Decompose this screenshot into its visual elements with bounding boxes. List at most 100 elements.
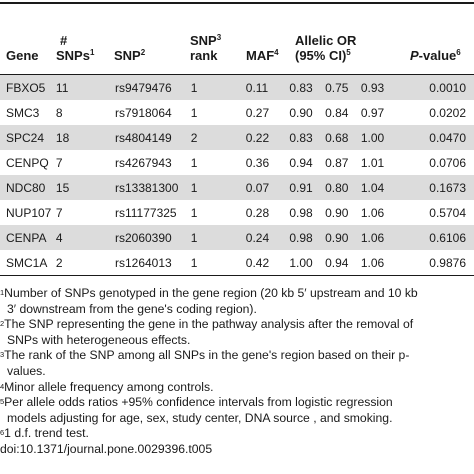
cell-p: 0.0202 [429, 105, 466, 120]
cell-rank: 2 [190, 125, 246, 150]
cell-gene: SMC1A [6, 255, 48, 270]
header-snps: # SNPs1 [56, 33, 95, 63]
header-p-value: P-value6 [410, 48, 461, 63]
header-snp: SNP2 [114, 48, 146, 63]
cell-n: 8 [55, 105, 63, 120]
table-row: FBXO5 11 rs9479476 1 0.11 0.83 0.75 0.93 0.0010 [0, 75, 474, 100]
cell-n: 7 [55, 205, 63, 220]
cell-maf: 0.28 [245, 205, 270, 220]
footnote-text-cont: values. [7, 363, 46, 378]
cell-gene: CENPA [0, 225, 56, 250]
cell-lo: 0.75 [325, 75, 361, 100]
footnote: 3The rank of the SNP among all SNPs in t… [0, 348, 474, 379]
cell-n: 11 [55, 75, 115, 100]
results-table: FBXO5 11 rs9479476 1 0.11 0.83 0.75 0.93 0.0010 S… [0, 75, 474, 275]
cell-snp: rs4267943 [114, 155, 172, 170]
cell-p: 0.9876 [429, 255, 466, 270]
cell-gene: CENPQ [6, 155, 49, 170]
cell-or: 0.94 [289, 155, 313, 170]
cell-or: 0.83 [289, 75, 326, 100]
footnote-mark: 1 [0, 288, 5, 297]
cell-p: 0.1673 [406, 175, 474, 200]
table-row: NDC80 15 rs13381300 1 0.07 0.91 0.80 1.04 0.1673 [0, 175, 474, 200]
cell-p: 0.0010 [406, 75, 474, 100]
cell-lo: 0.80 [325, 175, 361, 200]
footnote-text: Number of SNPs genotyped in the gene reg… [4, 286, 418, 300]
cell-lo: 0.94 [325, 255, 349, 270]
table-row: NUP107 7 rs11177325 1 0.28 0.98 0.90 1.06 0.5704 [0, 200, 474, 225]
cell-p: 0.0706 [429, 155, 466, 170]
cell-gene: NUP107 [6, 205, 52, 220]
cell-snp: rs11177325 [114, 205, 177, 220]
header-maf: MAF4 [246, 48, 279, 63]
header-rule [0, 74, 474, 75]
cell-lo: 0.90 [325, 225, 361, 250]
cell-or: 0.83 [289, 125, 326, 150]
cell-n: 18 [55, 125, 115, 150]
table-bottom-rule [0, 275, 474, 276]
header-gene: Gene [6, 48, 39, 63]
cell-rank: 1 [190, 225, 246, 250]
cell-n: 2 [55, 255, 63, 270]
footnote-text-cont: 3′ downstream from the gene's coding reg… [7, 301, 257, 316]
cell-rank: 1 [190, 105, 198, 120]
cell-maf: 0.11 [245, 75, 290, 100]
table-row: CENPA 4 rs2060390 1 0.24 0.98 0.90 1.06 0.6106 [0, 225, 474, 250]
cell-hi: 1.06 [360, 205, 385, 220]
cell-maf: 0.07 [245, 175, 290, 200]
cell-maf: 0.24 [245, 225, 290, 250]
cell-n: 4 [55, 225, 115, 250]
doi-line: doi:10.1371/journal.pone.0029396.t005 [0, 441, 213, 456]
cell-hi: 0.97 [360, 105, 385, 120]
cell-p: 0.6106 [406, 225, 474, 250]
cell-rank: 1 [190, 155, 198, 170]
cell-lo: 0.90 [325, 205, 349, 220]
cell-or: 0.98 [289, 205, 313, 220]
cell-snp: rs2060390 [114, 225, 191, 250]
footnote: 5Per allele odds ratios +95% confidence … [0, 395, 474, 426]
footnote-mark: 2 [0, 319, 5, 329]
footnote-text: Per allele odds ratios +95% confidence i… [4, 395, 393, 410]
footnote-text: The rank of the SNP among all SNPs in th… [4, 348, 410, 363]
footnotes: 1Number of SNPs genotyped in the gene re… [0, 286, 474, 458]
header-allelic-or: Allelic OR (95% CI)5 [295, 33, 357, 63]
cell-lo: 0.84 [325, 105, 349, 120]
footnote-text: Minor allele frequency among controls. [4, 379, 214, 394]
cell-snp: rs1264013 [114, 255, 172, 270]
cell-or: 0.98 [289, 225, 326, 250]
cell-or: 0.90 [289, 105, 313, 120]
cell-maf: 0.22 [245, 125, 290, 150]
footnote: 1Number of SNPs genotyped in the gene re… [0, 286, 474, 317]
cell-maf: 0.36 [245, 155, 270, 170]
footnote-mark: 4 [0, 381, 5, 391]
cell-p: 0.5704 [429, 205, 466, 220]
footnote: 61 d.f. trend test. [0, 426, 474, 442]
cell-rank: 1 [190, 175, 246, 200]
cell-hi: 1.01 [360, 155, 385, 170]
footnote-text: 1 d.f. trend test. [4, 426, 89, 441]
cell-hi: 1.06 [360, 225, 407, 250]
cell-lo: 0.68 [325, 125, 361, 150]
cell-hi: 0.93 [360, 75, 407, 100]
footnote: 4Minor allele frequency among controls. [0, 380, 474, 396]
cell-snp: rs13381300 [114, 175, 191, 200]
cell-snp: rs7918064 [114, 105, 172, 120]
cell-hi: 1.06 [360, 255, 385, 270]
cell-or: 1.00 [289, 255, 313, 270]
cell-or: 0.91 [289, 175, 326, 200]
table-row: SMC3 8 rs7918064 1 0.27 0.90 0.84 0.97 0.0202 [0, 100, 474, 125]
table-row: CENPQ 7 rs4267943 1 0.36 0.94 0.87 1.01 0.0706 [0, 150, 474, 175]
cell-gene: SMC3 [6, 105, 40, 120]
table-row: SMC1A 2 rs1264013 1 0.42 1.00 0.94 1.06 0.9876 [0, 250, 474, 275]
cell-p: 0.0470 [406, 125, 474, 150]
cell-hi: 1.00 [360, 125, 407, 150]
cell-lo: 0.87 [325, 155, 349, 170]
footnote-text-cont: SNPs with heterogeneous effects. [7, 332, 191, 347]
cell-rank: 1 [190, 205, 198, 220]
cell-rank: 1 [190, 75, 246, 100]
header-snp-rank: SNP3 rank [190, 33, 222, 63]
footnote-mark: 3 [0, 350, 5, 360]
cell-gene: FBXO5 [0, 75, 56, 100]
table-row: SPC24 18 rs4804149 2 0.22 0.83 0.68 1.00 0.0470 [0, 125, 474, 150]
cell-gene: SPC24 [0, 125, 56, 150]
